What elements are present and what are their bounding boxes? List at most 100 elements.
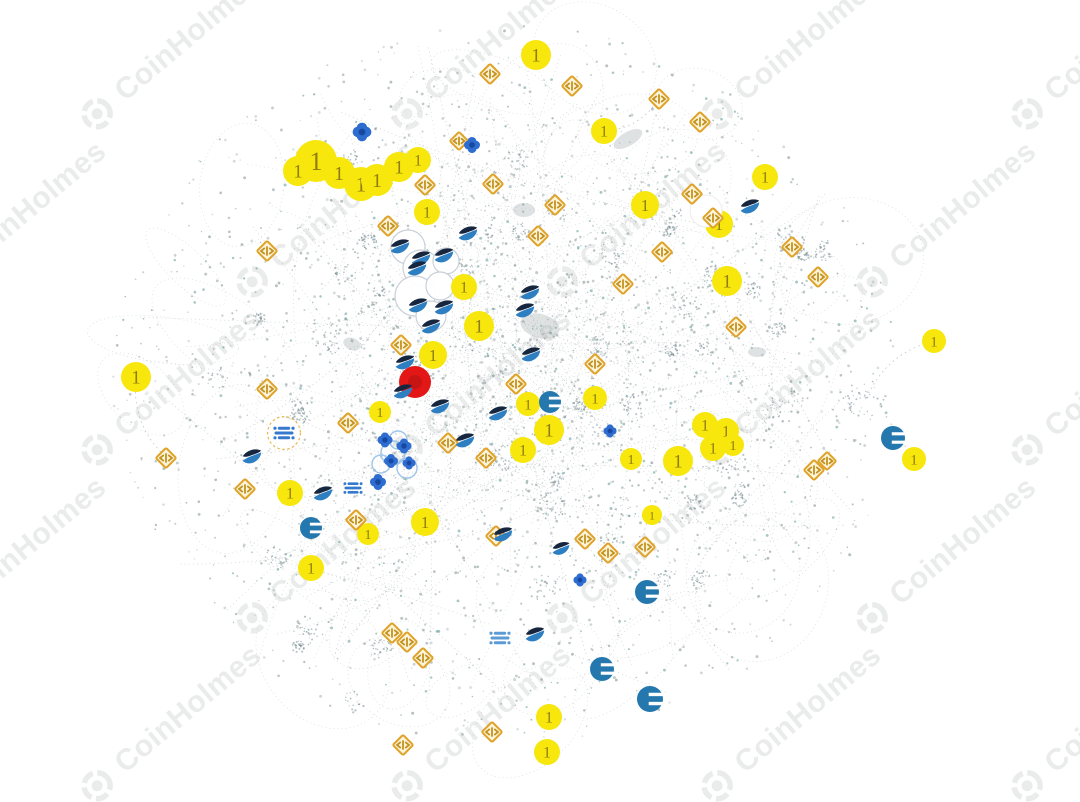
node-clover[interactable] <box>396 438 412 454</box>
node-bitcoin-address[interactable]: 1 <box>411 508 439 536</box>
node-token-diamond[interactable] <box>648 88 670 110</box>
node-bitcoin-address[interactable]: 1 <box>536 704 562 730</box>
node-token-diamond[interactable] <box>681 183 703 205</box>
node-exchange-wave[interactable] <box>407 261 427 276</box>
node-exchange-wave[interactable] <box>395 355 415 370</box>
node-ring[interactable] <box>425 271 455 301</box>
node-token-diamond[interactable] <box>634 536 656 558</box>
node-exchange-wave[interactable] <box>242 449 262 464</box>
node-bitcoin-address[interactable]: 1 <box>642 505 662 525</box>
node-token-diamond[interactable] <box>527 225 549 247</box>
node-bitcoin-address[interactable]: 1 <box>121 362 151 392</box>
node-bitcoin-address[interactable]: 1 <box>591 118 617 144</box>
node-clover[interactable] <box>383 453 399 469</box>
node-token-diamond[interactable] <box>377 215 399 237</box>
node-exchange-wave[interactable] <box>393 384 413 399</box>
node-token-diamond[interactable] <box>345 509 367 531</box>
node-bars-exchange[interactable] <box>343 482 363 494</box>
node-token-diamond[interactable] <box>612 273 634 295</box>
node-token-diamond[interactable] <box>479 63 501 85</box>
node-bitcoin-address[interactable]: 1 <box>464 311 494 341</box>
node-token-diamond[interactable] <box>449 131 469 151</box>
node-clover[interactable] <box>464 137 480 153</box>
node-token-diamond[interactable] <box>256 378 278 400</box>
node-exchange-wave[interactable] <box>408 298 428 313</box>
node-clover[interactable] <box>377 432 393 448</box>
node-token-diamond[interactable] <box>437 432 459 454</box>
node-clover[interactable] <box>352 122 372 142</box>
node-token-diamond[interactable] <box>781 236 803 258</box>
node-bitcoin-address[interactable]: 1 <box>631 191 659 219</box>
node-token-diamond[interactable] <box>597 542 619 564</box>
node-bitcoin-address[interactable]: 1 <box>663 446 693 476</box>
node-exchange-e[interactable] <box>300 517 324 539</box>
node-bitcoin-address[interactable]: 1 <box>369 401 391 423</box>
node-token-diamond[interactable] <box>584 353 606 375</box>
node-exchange-e[interactable] <box>539 391 563 413</box>
node-token-diamond[interactable] <box>234 478 256 500</box>
node-exchange-wave[interactable] <box>525 627 545 642</box>
node-token-diamond[interactable] <box>475 447 497 469</box>
node-bitcoin-address[interactable]: 1 <box>277 480 303 506</box>
node-token-diamond[interactable] <box>481 721 503 743</box>
node-exchange-wave[interactable] <box>515 303 535 318</box>
node-bitcoin-address[interactable]: 1 <box>712 266 742 296</box>
node-bitcoin-address[interactable]: 1 <box>922 329 946 353</box>
node-token-diamond[interactable] <box>412 647 434 669</box>
node-token-diamond[interactable] <box>381 622 403 644</box>
node-bitcoin-address[interactable]: 1 <box>722 434 744 456</box>
node-bitcoin-address[interactable]: 1 <box>283 156 313 186</box>
node-token-diamond[interactable] <box>702 207 724 229</box>
node-exchange-e[interactable] <box>881 426 907 450</box>
node-token-diamond[interactable] <box>505 373 527 395</box>
node-exchange-wave[interactable] <box>455 433 475 448</box>
node-token-diamond[interactable] <box>651 241 673 263</box>
node-bitcoin-address[interactable]: 1 <box>583 386 607 410</box>
node-exchange-wave[interactable] <box>421 319 441 334</box>
node-bitcoin-address[interactable]: 1 <box>451 274 477 300</box>
node-bitcoin-address[interactable]: 1 <box>620 448 642 470</box>
node-exchange-wave[interactable] <box>493 527 513 542</box>
node-exchange-e[interactable] <box>637 686 665 712</box>
node-token-diamond[interactable] <box>817 451 837 471</box>
node-exchange-e[interactable] <box>590 657 616 681</box>
node-token-diamond[interactable] <box>392 734 414 756</box>
node-clover[interactable] <box>402 456 416 470</box>
node-token-diamond[interactable] <box>155 447 177 469</box>
node-bitcoin-address[interactable]: 1 <box>692 412 718 438</box>
node-token-diamond[interactable] <box>807 266 829 288</box>
node-bitcoin-address[interactable]: 1 <box>534 739 560 765</box>
node-token-diamond[interactable] <box>561 75 583 97</box>
node-exchange-wave[interactable] <box>390 239 410 254</box>
node-bars-exchange[interactable] <box>485 623 515 653</box>
node-clover[interactable] <box>573 573 587 587</box>
node-exchange-wave[interactable] <box>458 226 478 241</box>
node-token-diamond[interactable] <box>574 528 596 550</box>
node-bitcoin-address[interactable]: 1 <box>510 437 536 463</box>
node-bars-exchange[interactable] <box>267 416 301 450</box>
node-token-diamond[interactable] <box>337 412 359 434</box>
node-exchange-wave[interactable] <box>313 486 333 501</box>
node-token-diamond[interactable] <box>725 316 747 338</box>
node-bitcoin-address[interactable]: 1 <box>534 415 564 445</box>
node-token-diamond[interactable] <box>414 174 436 196</box>
node-bitcoin-address[interactable]: 1 <box>902 447 926 471</box>
node-token-diamond[interactable] <box>544 194 566 216</box>
node-exchange-wave[interactable] <box>520 285 540 300</box>
node-bitcoin-address[interactable]: 1 <box>298 555 324 581</box>
node-clover[interactable] <box>370 474 386 490</box>
node-bitcoin-address[interactable]: 1 <box>419 341 447 369</box>
node-exchange-e[interactable] <box>635 580 661 604</box>
node-bitcoin-address[interactable]: 1 <box>414 199 440 225</box>
node-token-diamond[interactable] <box>482 173 504 195</box>
node-exchange-wave[interactable] <box>434 248 454 263</box>
node-bitcoin-address[interactable]: 1 <box>357 523 379 545</box>
node-exchange-wave[interactable] <box>488 406 508 421</box>
node-exchange-wave[interactable] <box>740 199 760 214</box>
node-clover[interactable] <box>603 424 617 438</box>
node-exchange-wave[interactable] <box>430 399 450 414</box>
node-bitcoin-address[interactable]: 1 <box>516 392 540 416</box>
node-bitcoin-address[interactable]: 1 <box>700 435 726 461</box>
node-exchange-wave[interactable] <box>434 300 454 315</box>
